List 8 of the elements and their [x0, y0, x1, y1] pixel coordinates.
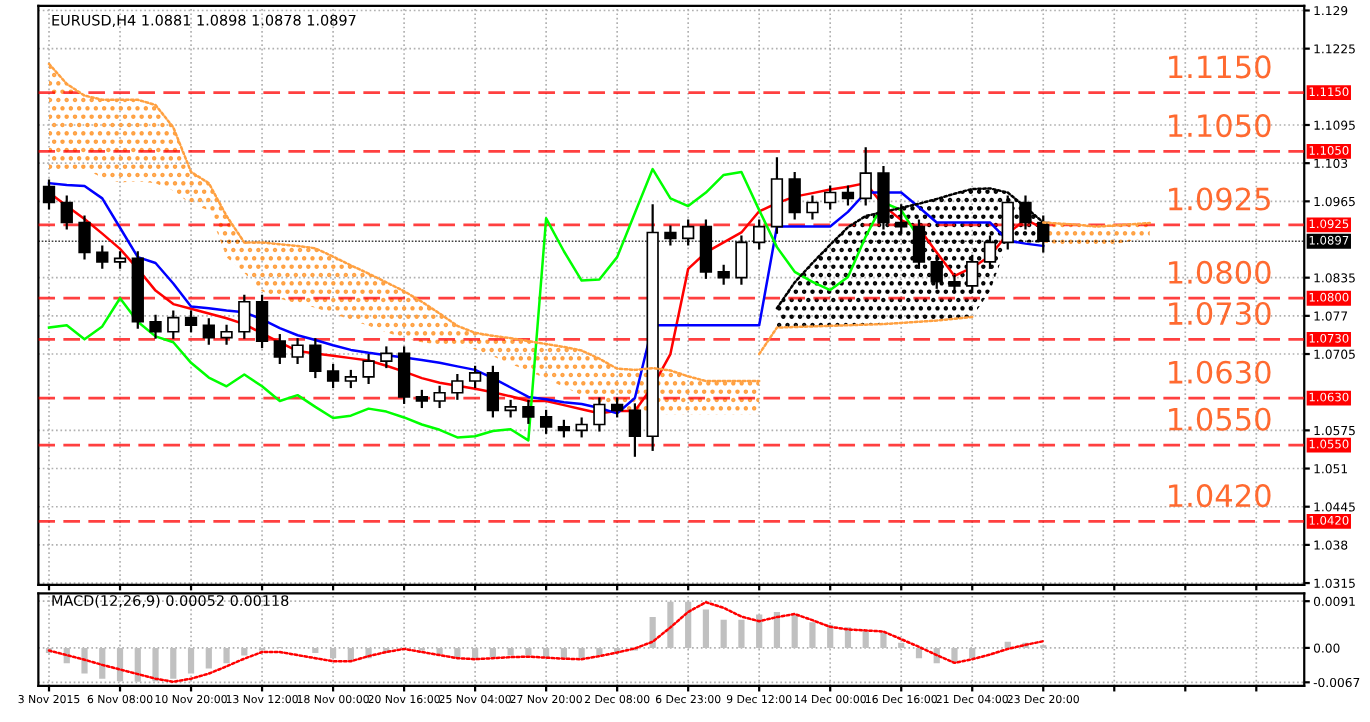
- annotation: 1.0630: [1169, 360, 1271, 384]
- annotation: 1.0420: [1169, 484, 1271, 508]
- annotation: 1.1050: [1169, 114, 1271, 138]
- annotation: 1.1150: [1169, 55, 1271, 79]
- annotation: 1.0800: [1169, 260, 1271, 284]
- annotation: 1.0730: [1169, 301, 1271, 326]
- annotation: 1.0925: [1169, 187, 1270, 211]
- annotation: 1.0550: [1169, 407, 1271, 431]
